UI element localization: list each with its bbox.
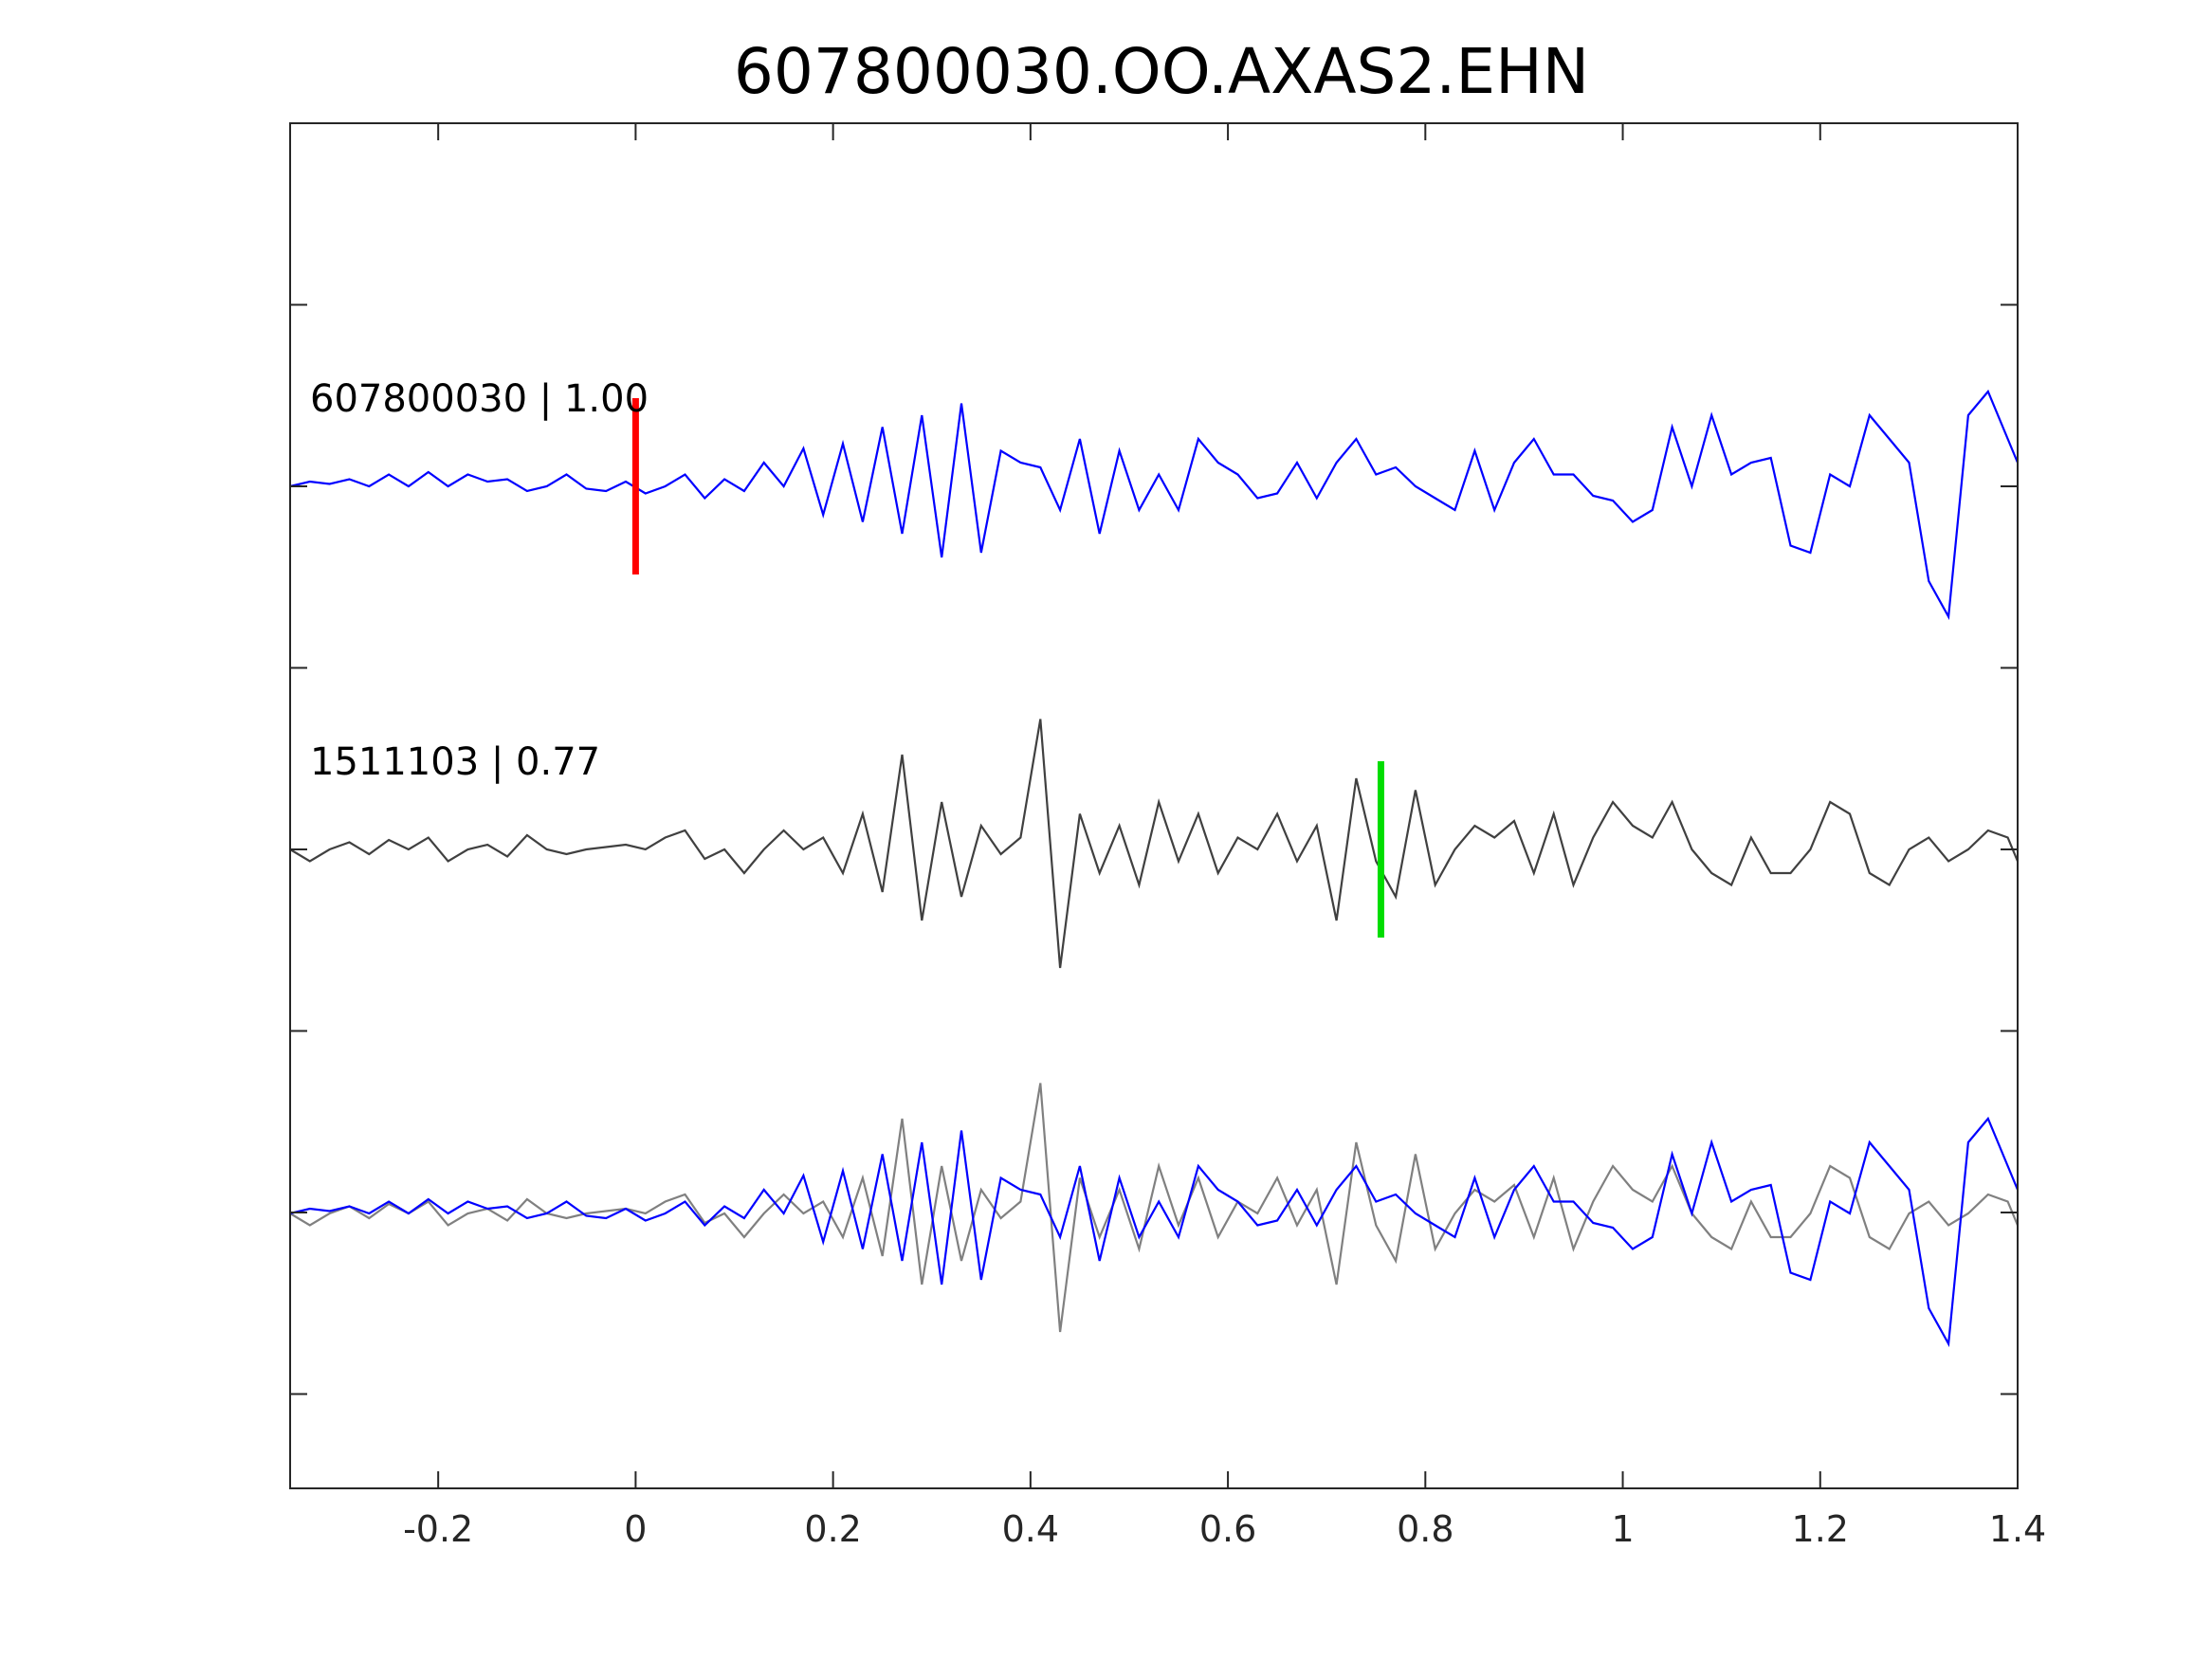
x-tick-label: 0.4 — [1002, 1508, 1059, 1550]
axes: -0.2 0 0.2 0.4 0.6 0.8 1 1.2 1.4 — [289, 122, 2046, 1550]
axes-box — [289, 122, 2019, 1489]
trace-label-detection: 1511103 | 0.77 — [310, 740, 600, 784]
x-tick-label: 0.8 — [1397, 1508, 1453, 1550]
overlay-template-line — [289, 1116, 2020, 1348]
trace-label-template: 607800030 | 1.00 — [310, 377, 649, 421]
x-tick-label: 1.2 — [1792, 1508, 1849, 1550]
x-tick-label: 0 — [624, 1508, 647, 1550]
template-trace-line — [289, 389, 2020, 621]
x-tick-label: 0.6 — [1199, 1508, 1256, 1550]
plot-area — [289, 389, 2020, 1348]
overlay-detection-line — [289, 1083, 2020, 1333]
x-tick-label: 0.2 — [804, 1508, 861, 1550]
x-tick-label: 1.4 — [1989, 1508, 2046, 1550]
x-tick-label: -0.2 — [403, 1508, 473, 1550]
chart-title: 607800030.OO.AXAS2.EHN — [734, 35, 1589, 108]
x-tick-label: 1 — [1611, 1508, 1634, 1550]
detection-trace-line — [289, 719, 2020, 969]
